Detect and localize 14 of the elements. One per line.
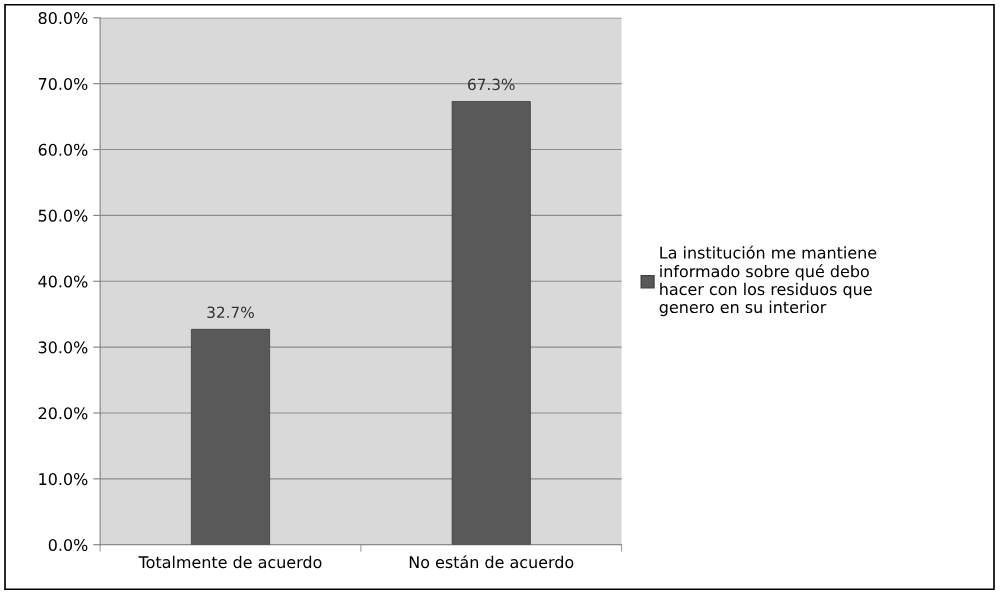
x-tick-label: No están de acuerdo	[409, 555, 574, 569]
data-label: 67.3%	[468, 78, 515, 91]
y-tick-label: 60.0%	[38, 143, 88, 156]
y-tick-label: 70.0%	[38, 77, 88, 90]
legend-label: La institución me mantiene informado sobre qué debo hacer con los residuos que genero en su interior	[659, 245, 877, 317]
y-tick-label: 20.0%	[38, 407, 88, 420]
x-tick-label: Totalmente de acuerdo	[138, 555, 322, 569]
y-tick-label: 40.0%	[38, 275, 88, 288]
data-label: 32.7%	[207, 306, 254, 319]
y-tick-label: 0.0%	[48, 538, 88, 551]
y-tick-label: 80.0%	[38, 12, 88, 25]
y-tick-label: 10.0%	[39, 473, 88, 486]
y-tick-label: 30.0%	[38, 341, 88, 354]
y-tick-label: 50.0%	[38, 209, 88, 222]
